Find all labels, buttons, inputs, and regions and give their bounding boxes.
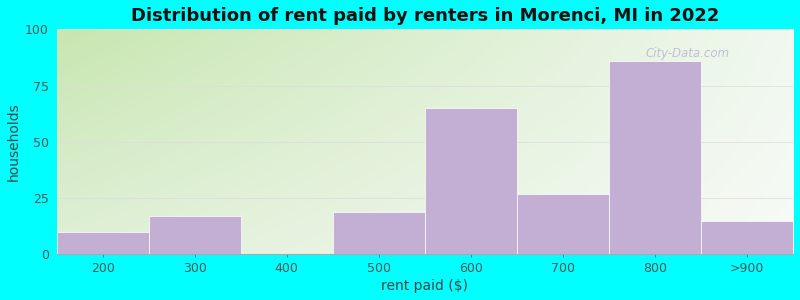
Title: Distribution of rent paid by renters in Morenci, MI in 2022: Distribution of rent paid by renters in …	[130, 7, 719, 25]
Bar	[57, 232, 149, 254]
Bar	[517, 194, 609, 254]
Bar	[425, 108, 517, 254]
X-axis label: rent paid ($): rent paid ($)	[382, 279, 468, 293]
Y-axis label: households: households	[7, 102, 21, 181]
Bar	[149, 216, 241, 254]
Bar	[609, 61, 701, 254]
Bar	[333, 212, 425, 254]
Text: City-Data.com: City-Data.com	[646, 47, 730, 60]
Bar	[701, 220, 793, 254]
